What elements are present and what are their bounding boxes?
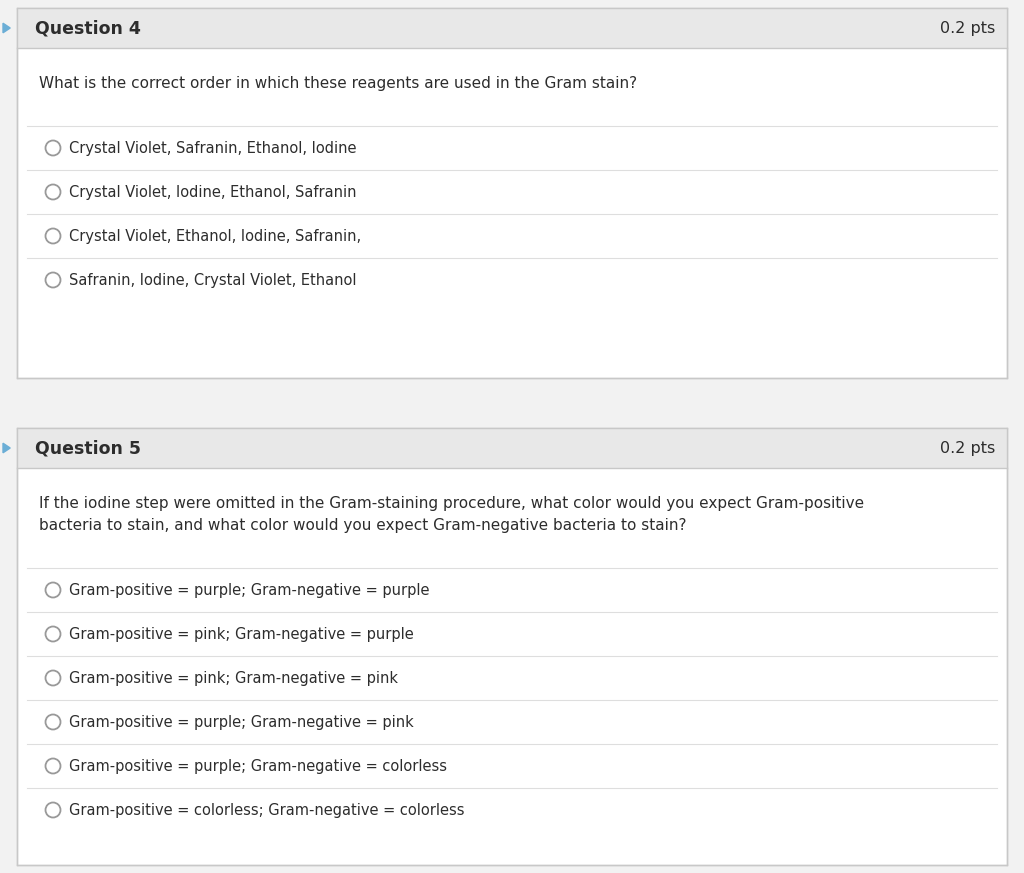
Circle shape bbox=[45, 759, 60, 773]
Text: Question 4: Question 4 bbox=[35, 19, 141, 37]
FancyBboxPatch shape bbox=[17, 428, 1007, 865]
Circle shape bbox=[45, 802, 60, 817]
Circle shape bbox=[45, 714, 60, 730]
FancyBboxPatch shape bbox=[17, 428, 1007, 468]
Text: Crystal Violet, Iodine, Ethanol, Safranin: Crystal Violet, Iodine, Ethanol, Safrani… bbox=[69, 184, 356, 200]
Text: Crystal Violet, Safranin, Ethanol, Iodine: Crystal Violet, Safranin, Ethanol, Iodin… bbox=[69, 141, 356, 155]
Text: 0.2 pts: 0.2 pts bbox=[940, 441, 995, 456]
Text: Question 5: Question 5 bbox=[35, 439, 141, 457]
Text: Gram-positive = colorless; Gram-negative = colorless: Gram-positive = colorless; Gram-negative… bbox=[69, 802, 465, 817]
Circle shape bbox=[45, 141, 60, 155]
Circle shape bbox=[45, 627, 60, 642]
FancyBboxPatch shape bbox=[17, 8, 1007, 48]
Text: Safranin, Iodine, Crystal Violet, Ethanol: Safranin, Iodine, Crystal Violet, Ethano… bbox=[69, 272, 356, 287]
Text: Gram-positive = purple; Gram-negative = pink: Gram-positive = purple; Gram-negative = … bbox=[69, 714, 414, 730]
Circle shape bbox=[45, 229, 60, 244]
Text: If the iodine step were omitted in the Gram-staining procedure, what color would: If the iodine step were omitted in the G… bbox=[39, 496, 864, 511]
Text: 0.2 pts: 0.2 pts bbox=[940, 20, 995, 36]
Circle shape bbox=[45, 582, 60, 597]
Circle shape bbox=[45, 670, 60, 685]
Polygon shape bbox=[3, 24, 10, 33]
Text: Gram-positive = purple; Gram-negative = purple: Gram-positive = purple; Gram-negative = … bbox=[69, 582, 429, 597]
Circle shape bbox=[45, 184, 60, 200]
Text: Crystal Violet, Ethanol, Iodine, Safranin,: Crystal Violet, Ethanol, Iodine, Safrani… bbox=[69, 229, 361, 244]
Text: Gram-positive = pink; Gram-negative = pink: Gram-positive = pink; Gram-negative = pi… bbox=[69, 670, 398, 685]
Text: What is the correct order in which these reagents are used in the Gram stain?: What is the correct order in which these… bbox=[39, 76, 637, 91]
Polygon shape bbox=[3, 443, 10, 453]
Text: Gram-positive = purple; Gram-negative = colorless: Gram-positive = purple; Gram-negative = … bbox=[69, 759, 447, 773]
Text: bacteria to stain, and what color would you expect Gram-negative bacteria to sta: bacteria to stain, and what color would … bbox=[39, 518, 686, 533]
Circle shape bbox=[45, 272, 60, 287]
FancyBboxPatch shape bbox=[17, 8, 1007, 378]
Text: Gram-positive = pink; Gram-negative = purple: Gram-positive = pink; Gram-negative = pu… bbox=[69, 627, 414, 642]
